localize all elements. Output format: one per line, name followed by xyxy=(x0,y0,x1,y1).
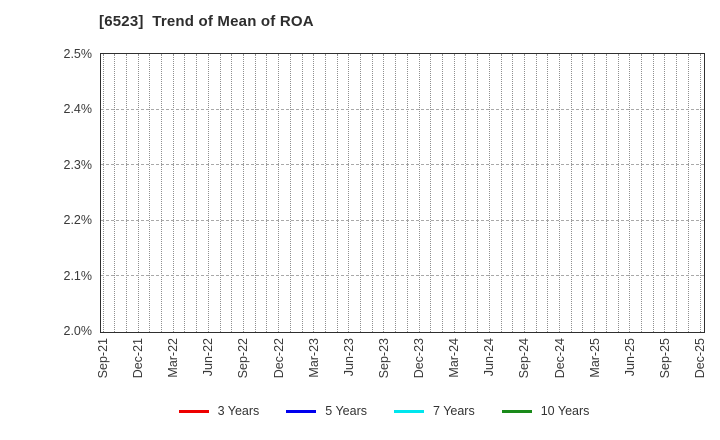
legend-item: 7 Years xyxy=(394,403,475,419)
chart-title: [6523] Trend of Mean of ROA xyxy=(99,13,314,30)
x-tick-label: Dec-22 xyxy=(271,337,286,378)
horizontal-gridline xyxy=(100,275,704,277)
vertical-gridline xyxy=(278,53,280,332)
vertical-gridline xyxy=(418,53,420,332)
x-tick-label: Jun-24 xyxy=(482,337,497,376)
vertical-gridline xyxy=(406,53,408,332)
vertical-gridline xyxy=(313,53,315,332)
vertical-gridline xyxy=(640,53,642,332)
vertical-gridline xyxy=(383,53,385,332)
vertical-gridline xyxy=(371,53,373,332)
vertical-gridline xyxy=(477,53,479,332)
legend-line-swatch xyxy=(394,409,425,413)
x-tick-label: Sep-22 xyxy=(236,337,251,378)
vertical-gridline xyxy=(114,53,116,332)
y-tick-label: 2.0% xyxy=(63,324,93,338)
y-tick-label: 2.3% xyxy=(63,157,93,172)
vertical-gridline xyxy=(547,53,549,332)
vertical-gridline xyxy=(629,53,631,332)
x-tick-label: Jun-25 xyxy=(622,337,637,376)
vertical-gridline xyxy=(605,53,607,332)
legend-label: 7 Years xyxy=(433,404,475,418)
horizontal-gridline xyxy=(100,219,704,221)
vertical-gridline xyxy=(535,53,537,332)
x-tick-label: Sep-25 xyxy=(657,337,672,378)
vertical-gridline xyxy=(360,53,362,332)
vertical-gridline xyxy=(652,53,654,332)
vertical-gridline xyxy=(207,53,209,332)
vertical-gridline xyxy=(301,53,303,332)
y-tick-label: 2.4% xyxy=(63,102,93,117)
y-tick-label: 2.2% xyxy=(63,213,93,228)
x-tick-label: Mar-22 xyxy=(166,337,181,378)
vertical-gridline xyxy=(161,53,163,332)
y-tick-label: 2.1% xyxy=(63,268,93,283)
vertical-gridline xyxy=(102,53,104,332)
vertical-gridline xyxy=(184,53,186,332)
vertical-gridline xyxy=(594,53,596,332)
vertical-gridline xyxy=(453,53,455,332)
legend-item: 3 Years xyxy=(178,403,260,419)
legend-label: 5 Years xyxy=(325,404,368,418)
vertical-gridline xyxy=(149,53,151,332)
legend: 3 Years 5 Years 7 Years 10 Years xyxy=(0,403,720,419)
vertical-gridline xyxy=(266,53,268,332)
vertical-gridline xyxy=(523,53,525,332)
vertical-gridline xyxy=(559,53,561,332)
vertical-gridline xyxy=(219,53,221,332)
plot-area xyxy=(99,52,705,333)
legend-line-swatch xyxy=(501,409,532,413)
vertical-gridline xyxy=(617,53,619,332)
x-tick-label: Sep-24 xyxy=(517,337,532,378)
vertical-gridline xyxy=(196,53,198,332)
x-tick-label: Mar-25 xyxy=(587,337,602,378)
vertical-gridline xyxy=(336,53,338,332)
x-tick-label: Dec-21 xyxy=(131,337,146,378)
x-tick-label: Jun-23 xyxy=(341,337,356,376)
horizontal-gridline xyxy=(100,164,704,166)
vertical-gridline xyxy=(242,53,244,332)
vertical-gridline xyxy=(289,53,291,332)
legend-label: 3 Years xyxy=(217,404,260,418)
vertical-gridline xyxy=(254,53,256,332)
vertical-gridline xyxy=(231,53,233,332)
vertical-gridline xyxy=(582,53,584,332)
x-tick-label: Mar-23 xyxy=(306,337,321,378)
vertical-gridline xyxy=(137,53,139,332)
x-tick-label: Dec-25 xyxy=(693,337,707,378)
vertical-gridline xyxy=(125,53,127,332)
x-tick-label: Dec-24 xyxy=(552,337,567,378)
vertical-gridline xyxy=(488,53,490,332)
x-tick-label: Sep-21 xyxy=(96,337,110,378)
vertical-gridline xyxy=(172,53,174,332)
x-tick-label: Jun-22 xyxy=(201,337,216,376)
vertical-gridline xyxy=(441,53,443,332)
legend-item: 10 Years xyxy=(501,403,590,419)
vertical-gridline xyxy=(324,53,326,332)
vertical-gridline xyxy=(687,53,689,332)
x-tick-label: Sep-23 xyxy=(376,337,391,378)
legend-label: 10 Years xyxy=(540,404,590,418)
x-tick-label: Dec-23 xyxy=(412,337,427,378)
vertical-gridline xyxy=(512,53,514,332)
legend-line-swatch xyxy=(178,409,209,413)
vertical-gridline xyxy=(664,53,666,332)
vertical-gridline xyxy=(348,53,350,332)
vertical-gridline xyxy=(699,53,701,332)
x-tick-label: Mar-24 xyxy=(447,337,462,378)
vertical-gridline xyxy=(395,53,397,332)
vertical-gridline xyxy=(430,53,432,332)
horizontal-gridline xyxy=(100,108,704,110)
vertical-gridline xyxy=(500,53,502,332)
legend-line-swatch xyxy=(286,409,317,413)
vertical-gridline xyxy=(570,53,572,332)
vertical-gridline xyxy=(465,53,467,332)
legend-item: 5 Years xyxy=(286,403,367,419)
vertical-gridline xyxy=(676,53,678,332)
y-tick-label: 2.5% xyxy=(63,47,93,61)
